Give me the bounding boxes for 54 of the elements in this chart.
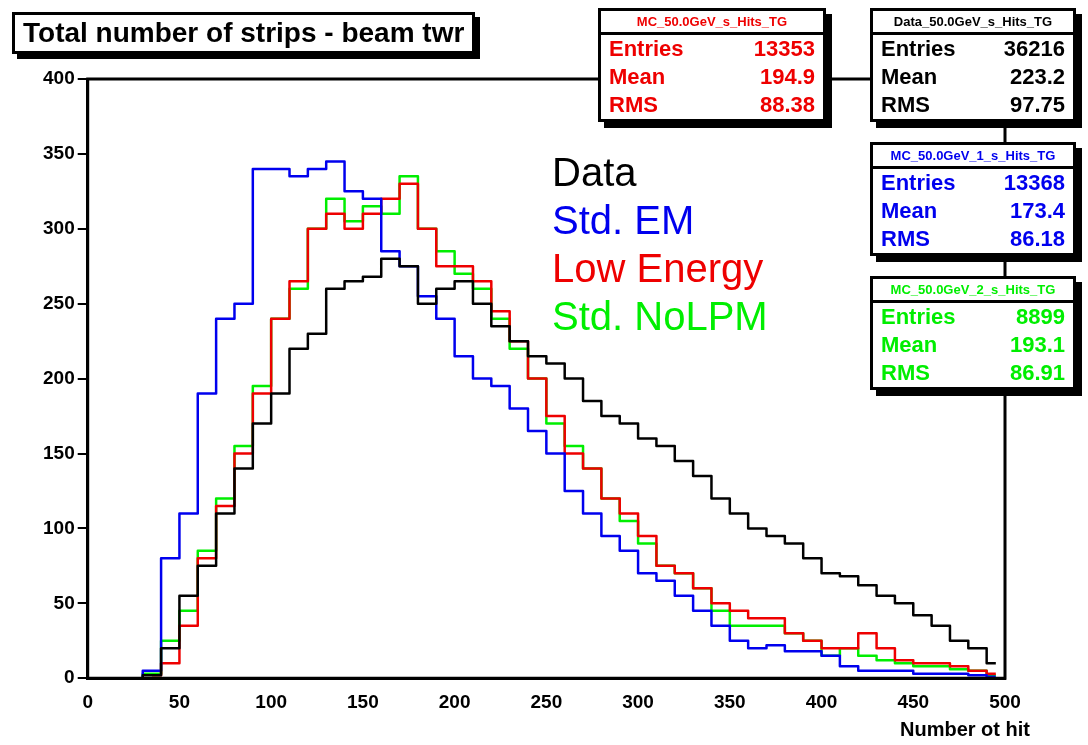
annotation: Entries <box>881 303 956 331</box>
annotation: Mean <box>881 197 938 225</box>
annotation: MC_50.0GeV_1_s_Hits_TG <box>873 145 1073 169</box>
annotation: RMS <box>881 359 930 387</box>
annotation: 194.9 <box>759 63 815 91</box>
x-tick-label: 250 <box>530 690 563 712</box>
text: MC_50.0GeV_s_Hits_TG <box>601 11 823 35</box>
x-tick-label: 400 <box>805 690 838 712</box>
annotation: Mean <box>881 63 938 91</box>
x-tick-label: 0 <box>82 690 93 712</box>
text: 8899 <box>1016 303 1065 331</box>
annotation: 13368 <box>1003 169 1065 197</box>
y-tick-label: 350 <box>43 142 75 164</box>
annotation: RMS <box>881 91 930 119</box>
text: 13353 <box>753 35 815 63</box>
x-tick-label: 300 <box>622 690 654 712</box>
y-tick-label: 300 <box>43 217 75 239</box>
annotation: 88.38 <box>759 91 815 119</box>
x-tick-label: 50 <box>168 690 190 712</box>
annotation: MC_50.0GeV_2_s_Hits_TG <box>873 279 1073 303</box>
series-label: Std. NoLPM <box>552 293 768 340</box>
y-tick-label: 400 <box>43 67 75 89</box>
x-tick-label: 150 <box>347 690 379 712</box>
text: Entries <box>881 35 956 63</box>
text: Entries <box>609 35 684 63</box>
y-tick-label: 100 <box>43 516 75 538</box>
text: 193.1 <box>1009 331 1065 359</box>
x-tick-label: 450 <box>897 690 930 712</box>
text: 223.2 <box>1009 63 1065 91</box>
text: 36216 <box>1003 35 1065 63</box>
x-tick-label: 200 <box>438 690 471 712</box>
x-tick-label: 350 <box>713 690 746 712</box>
y-tick-label: 0 <box>64 666 75 688</box>
text: 86.18 <box>1009 225 1065 253</box>
text: 173.4 <box>1009 197 1065 225</box>
annotation: Mean <box>881 331 938 359</box>
annotation: RMS <box>881 225 930 253</box>
text: Std. EM <box>552 197 696 244</box>
text: Data <box>552 149 638 196</box>
x-tick-label: 500 <box>989 690 1021 712</box>
x-axis-title: Number ot hit <box>900 718 1030 741</box>
annotation: Entries <box>881 169 956 197</box>
annotation: RMS <box>609 91 658 119</box>
y-tick-label: 250 <box>43 291 75 313</box>
chart-title: Total number of strips - beam twr <box>12 12 476 54</box>
annotation: Mean <box>609 63 666 91</box>
text: 86.91 <box>1009 359 1065 387</box>
text: 97.75 <box>1009 91 1065 119</box>
x-tick-label: 100 <box>255 690 288 712</box>
y-tick-label: 200 <box>43 366 75 388</box>
series-label: Low Energy <box>552 245 765 292</box>
y-tick-label: 50 <box>53 591 75 613</box>
y-tick-label: 150 <box>43 441 75 463</box>
text: Data_50.0GeV_s_Hits_TG <box>873 11 1073 35</box>
